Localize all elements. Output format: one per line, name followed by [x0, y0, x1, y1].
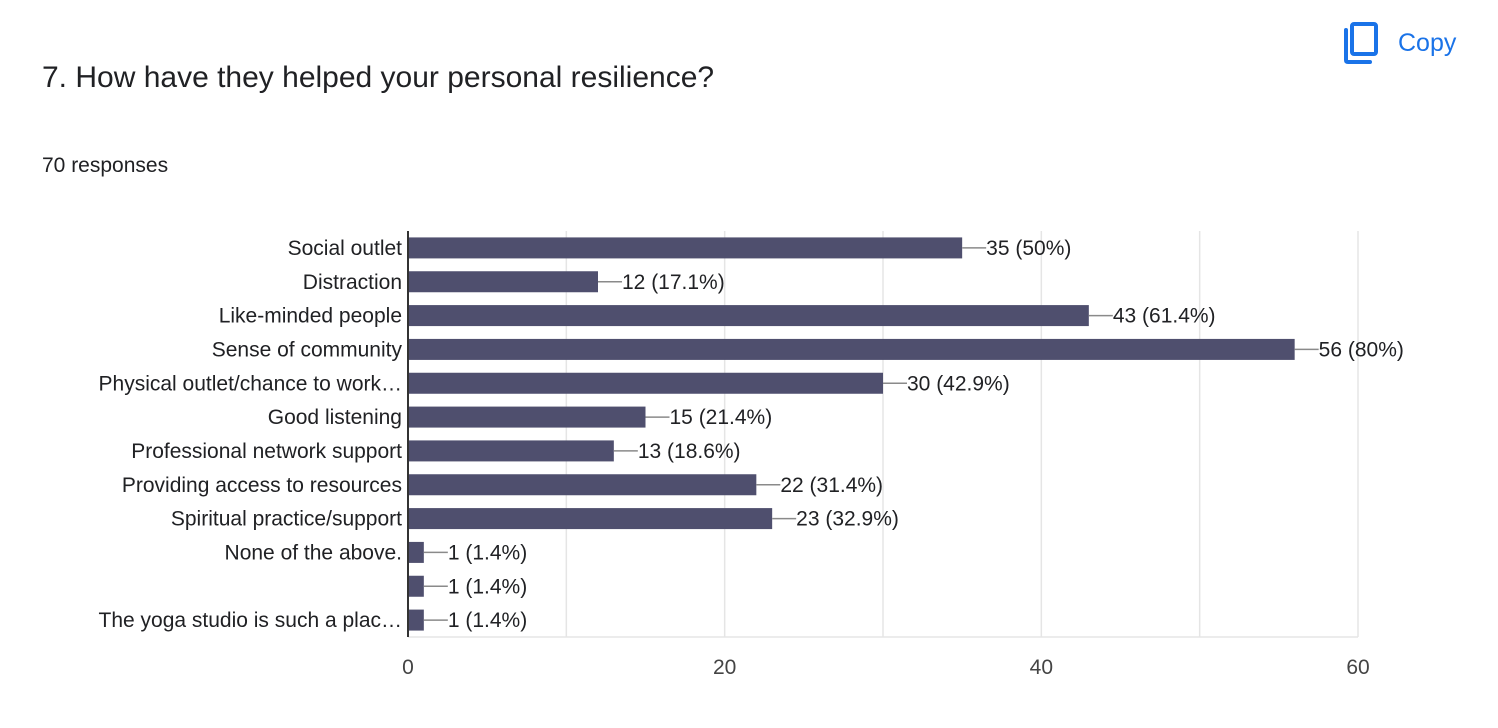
category-label: Social outlet	[288, 237, 403, 260]
response-count: 70 responses	[42, 154, 169, 177]
bar	[408, 440, 614, 462]
data-label: 56 (80%)	[1319, 338, 1404, 361]
data-label: 1 (1.4%)	[448, 609, 527, 632]
category-label: Physical outlet/chance to work…	[99, 372, 402, 395]
x-tick-label: 40	[1030, 656, 1053, 679]
copy-icon	[1342, 22, 1378, 64]
bar	[408, 575, 424, 597]
bar	[408, 338, 1295, 360]
category-label: Distraction	[303, 271, 402, 294]
category-label: Spiritual practice/support	[171, 508, 402, 531]
data-label: 23 (32.9%)	[796, 508, 899, 531]
x-tick-label: 0	[402, 656, 414, 679]
bar	[408, 508, 773, 530]
category-label: Professional network support	[131, 440, 402, 463]
data-label: 1 (1.4%)	[448, 575, 527, 598]
data-label: 15 (21.4%)	[670, 406, 773, 429]
copy-button[interactable]: Copy	[1336, 18, 1488, 68]
bar	[408, 406, 646, 428]
category-label: None of the above.	[225, 541, 402, 564]
category-label: Like-minded people	[219, 305, 402, 328]
bar	[408, 474, 757, 496]
category-label: Good listening	[268, 406, 402, 429]
data-label: 43 (61.4%)	[1113, 305, 1216, 328]
bar	[408, 305, 1089, 327]
bar	[408, 372, 883, 394]
data-label: 1 (1.4%)	[448, 541, 527, 564]
question-title: 7. How have they helped your personal re…	[42, 61, 715, 94]
data-label: 30 (42.9%)	[907, 372, 1010, 395]
data-label: 22 (31.4%)	[780, 474, 883, 497]
copy-label: Copy	[1398, 28, 1457, 57]
data-label: 12 (17.1%)	[622, 271, 725, 294]
bar	[408, 237, 963, 259]
x-tick-label: 20	[713, 656, 736, 679]
bar	[408, 271, 598, 293]
bar	[408, 609, 424, 631]
data-label: 35 (50%)	[986, 237, 1071, 260]
x-tick-label: 60	[1346, 656, 1369, 679]
category-label: Sense of community	[212, 338, 403, 361]
data-label: 13 (18.6%)	[638, 440, 741, 463]
category-label: Providing access to resources	[122, 474, 402, 497]
category-label: The yoga studio is such a plac…	[99, 609, 403, 632]
bar	[408, 541, 424, 563]
